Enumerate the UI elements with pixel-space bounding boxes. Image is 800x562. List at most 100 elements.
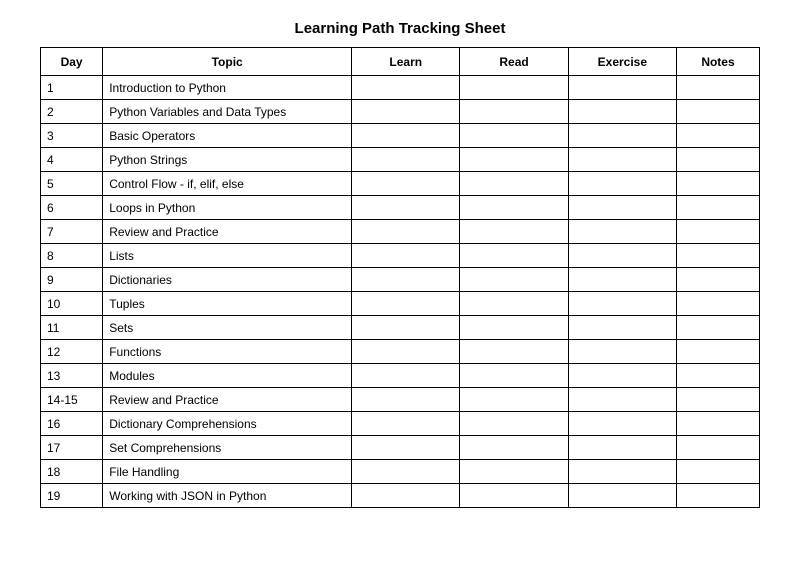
table-row: 9Dictionaries xyxy=(41,268,760,292)
cell-read xyxy=(460,76,568,100)
cell-notes xyxy=(676,148,759,172)
cell-read xyxy=(460,124,568,148)
cell-learn xyxy=(352,124,460,148)
cell-read xyxy=(460,196,568,220)
cell-exercise xyxy=(568,124,676,148)
cell-exercise xyxy=(568,388,676,412)
cell-notes xyxy=(676,100,759,124)
cell-exercise xyxy=(568,76,676,100)
cell-topic: Modules xyxy=(103,364,352,388)
cell-exercise xyxy=(568,244,676,268)
cell-topic: Introduction to Python xyxy=(103,76,352,100)
cell-topic: Review and Practice xyxy=(103,220,352,244)
cell-read xyxy=(460,364,568,388)
cell-learn xyxy=(352,76,460,100)
table-row: 16Dictionary Comprehensions xyxy=(41,412,760,436)
cell-topic: Loops in Python xyxy=(103,196,352,220)
cell-day: 9 xyxy=(41,268,103,292)
table-row: 7Review and Practice xyxy=(41,220,760,244)
cell-read xyxy=(460,172,568,196)
cell-topic: File Handling xyxy=(103,460,352,484)
cell-notes xyxy=(676,340,759,364)
cell-read xyxy=(460,316,568,340)
cell-learn xyxy=(352,364,460,388)
cell-topic: Basic Operators xyxy=(103,124,352,148)
table-row: 11Sets xyxy=(41,316,760,340)
table-row: 8Lists xyxy=(41,244,760,268)
cell-day: 18 xyxy=(41,460,103,484)
cell-exercise xyxy=(568,460,676,484)
cell-read xyxy=(460,460,568,484)
cell-exercise xyxy=(568,172,676,196)
col-header-learn: Learn xyxy=(352,48,460,76)
cell-day: 13 xyxy=(41,364,103,388)
cell-learn xyxy=(352,196,460,220)
table-row: 3Basic Operators xyxy=(41,124,760,148)
cell-day: 4 xyxy=(41,148,103,172)
cell-notes xyxy=(676,484,759,508)
cell-notes xyxy=(676,412,759,436)
cell-read xyxy=(460,100,568,124)
cell-day: 6 xyxy=(41,196,103,220)
cell-topic: Control Flow - if, elif, else xyxy=(103,172,352,196)
cell-topic: Sets xyxy=(103,316,352,340)
cell-learn xyxy=(352,340,460,364)
col-header-topic: Topic xyxy=(103,48,352,76)
table-row: 2Python Variables and Data Types xyxy=(41,100,760,124)
cell-day: 1 xyxy=(41,76,103,100)
cell-day: 8 xyxy=(41,244,103,268)
cell-read xyxy=(460,388,568,412)
cell-notes xyxy=(676,316,759,340)
cell-day: 12 xyxy=(41,340,103,364)
cell-learn xyxy=(352,460,460,484)
cell-learn xyxy=(352,244,460,268)
table-row: 12Functions xyxy=(41,340,760,364)
cell-exercise xyxy=(568,196,676,220)
col-header-exercise: Exercise xyxy=(568,48,676,76)
cell-day: 11 xyxy=(41,316,103,340)
table-body: 1Introduction to Python2Python Variables… xyxy=(41,76,760,508)
cell-read xyxy=(460,412,568,436)
cell-learn xyxy=(352,172,460,196)
cell-read xyxy=(460,340,568,364)
cell-exercise xyxy=(568,220,676,244)
cell-day: 19 xyxy=(41,484,103,508)
cell-exercise xyxy=(568,436,676,460)
table-row: 19Working with JSON in Python xyxy=(41,484,760,508)
cell-notes xyxy=(676,76,759,100)
cell-learn xyxy=(352,316,460,340)
cell-exercise xyxy=(568,484,676,508)
table-row: 13Modules xyxy=(41,364,760,388)
cell-read xyxy=(460,244,568,268)
cell-topic: Lists xyxy=(103,244,352,268)
col-header-day: Day xyxy=(41,48,103,76)
cell-learn xyxy=(352,148,460,172)
cell-notes xyxy=(676,292,759,316)
cell-read xyxy=(460,220,568,244)
cell-read xyxy=(460,436,568,460)
table-row: 6Loops in Python xyxy=(41,196,760,220)
cell-exercise xyxy=(568,340,676,364)
table-row: 18File Handling xyxy=(41,460,760,484)
cell-topic: Set Comprehensions xyxy=(103,436,352,460)
cell-notes xyxy=(676,460,759,484)
cell-exercise xyxy=(568,268,676,292)
cell-topic: Dictionary Comprehensions xyxy=(103,412,352,436)
cell-exercise xyxy=(568,292,676,316)
cell-exercise xyxy=(568,412,676,436)
cell-learn xyxy=(352,220,460,244)
table-header-row: Day Topic Learn Read Exercise Notes xyxy=(41,48,760,76)
cell-notes xyxy=(676,172,759,196)
cell-topic: Review and Practice xyxy=(103,388,352,412)
cell-notes xyxy=(676,196,759,220)
col-header-read: Read xyxy=(460,48,568,76)
page-title: Learning Path Tracking Sheet xyxy=(40,20,760,37)
table-row: 4Python Strings xyxy=(41,148,760,172)
cell-learn xyxy=(352,484,460,508)
cell-day: 3 xyxy=(41,124,103,148)
cell-notes xyxy=(676,124,759,148)
cell-notes xyxy=(676,436,759,460)
cell-day: 14-15 xyxy=(41,388,103,412)
col-header-notes: Notes xyxy=(676,48,759,76)
cell-learn xyxy=(352,412,460,436)
